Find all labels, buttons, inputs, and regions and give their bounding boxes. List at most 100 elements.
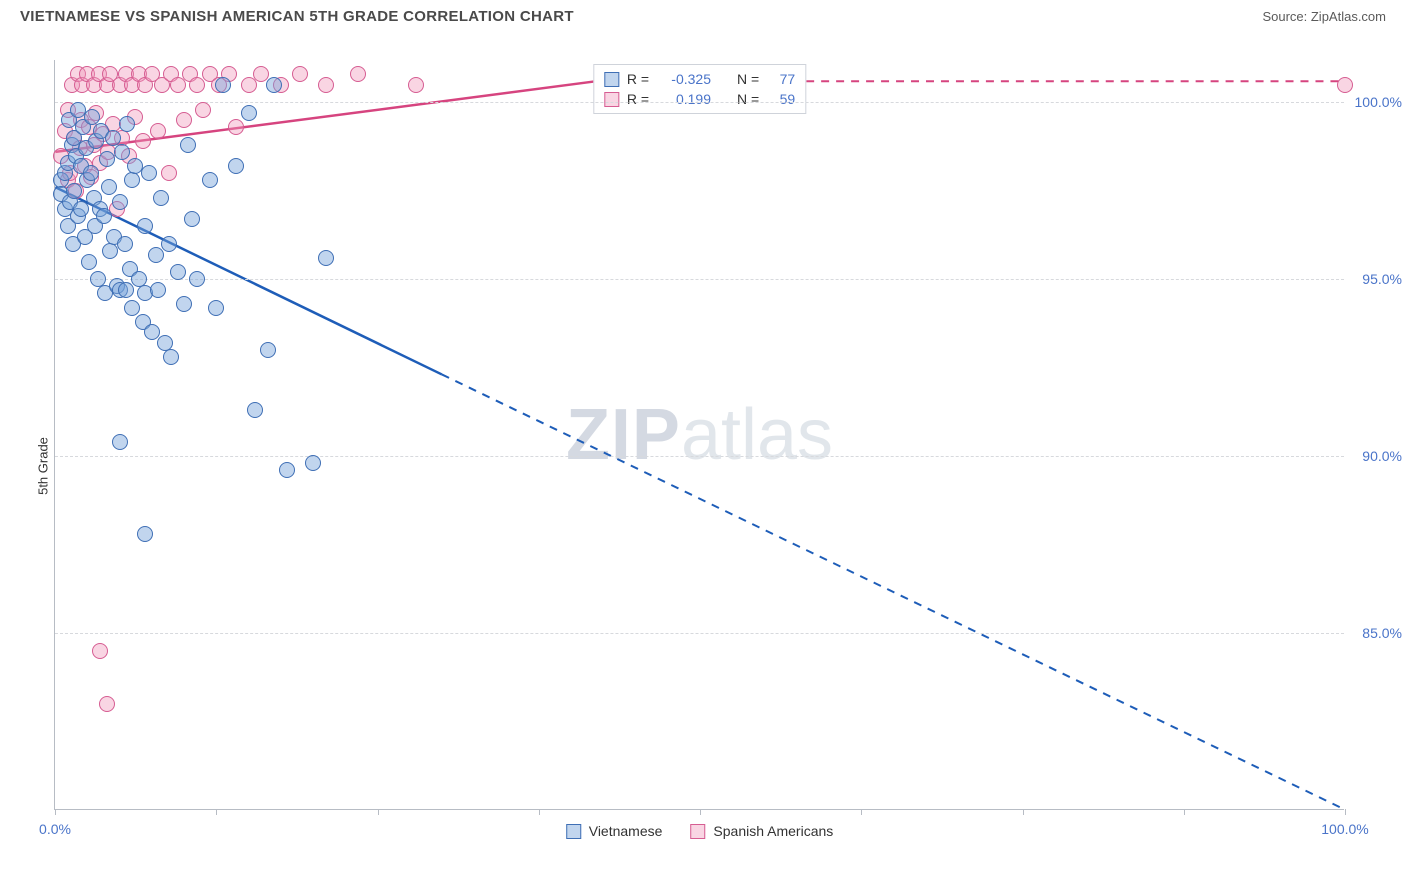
data-point-blue bbox=[266, 77, 282, 93]
data-point-blue bbox=[96, 208, 112, 224]
data-point-blue bbox=[119, 116, 135, 132]
data-point-blue bbox=[83, 165, 99, 181]
data-point-pink bbox=[408, 77, 424, 93]
n-value-pink: 59 bbox=[767, 91, 795, 107]
data-point-blue bbox=[148, 247, 164, 263]
data-point-blue bbox=[202, 172, 218, 188]
data-point-blue bbox=[73, 201, 89, 217]
x-tick-label: 100.0% bbox=[1321, 821, 1368, 837]
r-value-pink: 0.199 bbox=[657, 91, 711, 107]
data-point-blue bbox=[161, 236, 177, 252]
data-point-blue bbox=[170, 264, 186, 280]
data-point-pink bbox=[176, 112, 192, 128]
data-point-blue bbox=[228, 158, 244, 174]
data-point-blue bbox=[114, 144, 130, 160]
x-tick bbox=[539, 809, 540, 815]
n-label: N = bbox=[737, 71, 759, 87]
data-point-pink bbox=[92, 643, 108, 659]
legend-label-pink: Spanish Americans bbox=[713, 823, 833, 839]
gridline bbox=[55, 279, 1344, 280]
r-label: R = bbox=[627, 71, 649, 87]
watermark: ZIPatlas bbox=[566, 394, 833, 476]
data-point-blue bbox=[81, 254, 97, 270]
source-label: Source: bbox=[1262, 9, 1310, 24]
source-attribution: Source: ZipAtlas.com bbox=[1262, 9, 1386, 24]
data-point-blue bbox=[99, 151, 115, 167]
x-tick bbox=[1345, 809, 1346, 815]
data-point-blue bbox=[241, 105, 257, 121]
data-point-blue bbox=[305, 455, 321, 471]
data-point-pink bbox=[318, 77, 334, 93]
data-point-blue bbox=[117, 236, 133, 252]
data-point-pink bbox=[161, 165, 177, 181]
swatch-blue-icon bbox=[604, 72, 619, 87]
x-tick bbox=[1023, 809, 1024, 815]
gridline bbox=[55, 102, 1344, 103]
x-tick bbox=[1184, 809, 1185, 815]
data-point-blue bbox=[247, 402, 263, 418]
legend-item-blue: Vietnamese bbox=[566, 823, 663, 839]
gridline bbox=[55, 456, 1344, 457]
legend-item-pink: Spanish Americans bbox=[690, 823, 833, 839]
data-point-blue bbox=[118, 282, 134, 298]
r-label: R = bbox=[627, 91, 649, 107]
stats-row-blue: R = -0.325 N = 77 bbox=[604, 69, 795, 89]
watermark-light: atlas bbox=[681, 395, 833, 475]
legend-label-blue: Vietnamese bbox=[589, 823, 663, 839]
data-point-pink bbox=[170, 77, 186, 93]
data-point-blue bbox=[279, 462, 295, 478]
data-point-blue bbox=[150, 282, 166, 298]
data-point-blue bbox=[124, 172, 140, 188]
data-point-pink bbox=[228, 119, 244, 135]
data-point-blue bbox=[318, 250, 334, 266]
chart-container: 5th Grade ZIPatlas R = -0.325 N = 77 R =… bbox=[0, 40, 1406, 892]
data-point-blue bbox=[260, 342, 276, 358]
data-point-blue bbox=[176, 296, 192, 312]
plot-area: ZIPatlas R = -0.325 N = 77 R = 0.199 N =… bbox=[54, 60, 1344, 810]
data-point-pink bbox=[150, 123, 166, 139]
swatch-pink-icon bbox=[604, 92, 619, 107]
data-point-blue bbox=[208, 300, 224, 316]
data-point-blue bbox=[215, 77, 231, 93]
y-tick-label: 85.0% bbox=[1362, 625, 1402, 641]
swatch-blue-icon bbox=[566, 824, 581, 839]
data-point-blue bbox=[163, 349, 179, 365]
data-point-blue bbox=[141, 165, 157, 181]
watermark-bold: ZIP bbox=[566, 395, 681, 475]
chart-title: VIETNAMESE VS SPANISH AMERICAN 5TH GRADE… bbox=[20, 8, 574, 25]
data-point-blue bbox=[101, 179, 117, 195]
y-tick-label: 100.0% bbox=[1355, 94, 1402, 110]
data-point-pink bbox=[189, 77, 205, 93]
data-point-pink bbox=[292, 66, 308, 82]
x-tick bbox=[861, 809, 862, 815]
data-point-pink bbox=[135, 133, 151, 149]
data-point-blue bbox=[153, 190, 169, 206]
data-point-blue bbox=[189, 271, 205, 287]
x-tick bbox=[216, 809, 217, 815]
y-tick-label: 95.0% bbox=[1362, 271, 1402, 287]
data-point-pink bbox=[350, 66, 366, 82]
n-value-blue: 77 bbox=[767, 71, 795, 87]
data-point-blue bbox=[112, 194, 128, 210]
data-point-pink bbox=[1337, 77, 1353, 93]
data-point-blue bbox=[180, 137, 196, 153]
y-axis-label: 5th Grade bbox=[35, 437, 50, 495]
x-tick bbox=[378, 809, 379, 815]
gridline bbox=[55, 633, 1344, 634]
r-value-blue: -0.325 bbox=[657, 71, 711, 87]
chart-header: VIETNAMESE VS SPANISH AMERICAN 5TH GRADE… bbox=[0, 0, 1406, 33]
series-legend: Vietnamese Spanish Americans bbox=[566, 823, 834, 839]
data-point-blue bbox=[137, 526, 153, 542]
data-point-blue bbox=[137, 218, 153, 234]
data-point-pink bbox=[195, 102, 211, 118]
data-point-blue bbox=[112, 434, 128, 450]
data-point-blue bbox=[66, 183, 82, 199]
trend-lines bbox=[55, 60, 1344, 809]
data-point-blue bbox=[184, 211, 200, 227]
x-tick bbox=[55, 809, 56, 815]
data-point-pink bbox=[241, 77, 257, 93]
stats-legend: R = -0.325 N = 77 R = 0.199 N = 59 bbox=[593, 64, 806, 114]
x-tick bbox=[700, 809, 701, 815]
data-point-blue bbox=[124, 300, 140, 316]
y-tick-label: 90.0% bbox=[1362, 448, 1402, 464]
